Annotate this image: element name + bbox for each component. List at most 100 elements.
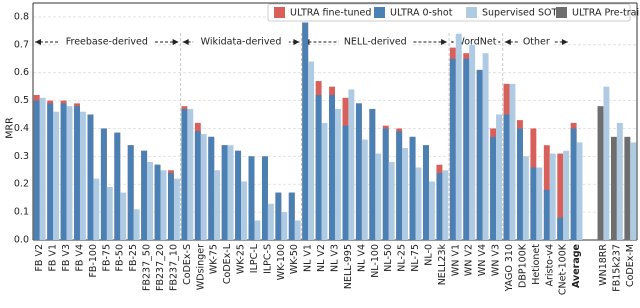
x-tick-label: FB V3 (61, 244, 72, 272)
y-tick-label: 0.2 (14, 179, 29, 190)
legend-label: ULTRA Pre-training (572, 8, 640, 19)
bar (415, 167, 422, 240)
bar (557, 153, 564, 240)
y-tick-label: 0.0 (14, 235, 29, 246)
x-tick-label: NL-75 (410, 244, 421, 272)
x-tick-label: FB V1 (48, 244, 59, 272)
y-tick-label: 0.6 (14, 67, 29, 78)
group-label-bg (59, 35, 155, 49)
bar (154, 164, 161, 240)
x-tick-label: NELL-995 (343, 244, 354, 289)
bar (133, 209, 140, 240)
legend-label: Supervised SOTA (482, 8, 564, 19)
bar (127, 145, 134, 240)
x-tick-label: CoDEx-M (625, 244, 636, 287)
x-tick-label: Average (571, 244, 582, 288)
group-label-bg (519, 35, 554, 49)
bar (187, 108, 194, 240)
x-tick-label: NL V2 (316, 244, 327, 272)
bar (227, 145, 234, 240)
x-tick-label: FB V2 (34, 244, 45, 272)
x-tick-label: WN18RR (598, 244, 609, 286)
legend-swatch (374, 7, 385, 18)
x-tick-label: NL V3 (330, 244, 341, 272)
bar (315, 95, 322, 240)
bar (396, 131, 403, 240)
bar (570, 128, 577, 240)
group-label: Other (523, 37, 550, 48)
bar (141, 150, 148, 240)
bar (549, 153, 556, 240)
bar (603, 86, 610, 240)
bar (53, 111, 60, 240)
bar (503, 114, 510, 240)
bar (449, 58, 456, 240)
bar (147, 161, 153, 240)
group-label: Freebase-derived (66, 37, 148, 48)
bar (74, 106, 80, 240)
bar (563, 150, 570, 240)
bar (66, 106, 73, 240)
x-tick-label: FB-25 (128, 244, 139, 272)
group-label: Wikidata-derived (201, 37, 282, 48)
x-tick-label: NELL23k (437, 244, 448, 286)
bar (173, 178, 180, 240)
x-tick-label: FB237_50 (142, 244, 153, 291)
y-tick-label: 0.8 (14, 11, 29, 22)
bar (60, 103, 67, 241)
y-tick-label: 0.4 (14, 123, 29, 134)
x-tick-label: WK-100 (276, 244, 287, 280)
bar (557, 217, 564, 240)
x-tick-label: WN V4 (477, 244, 488, 276)
x-tick-label: NL-25 (397, 244, 408, 272)
bar (200, 134, 207, 240)
bar (423, 145, 429, 240)
bar (321, 122, 328, 240)
bar (509, 83, 516, 240)
bar (402, 147, 409, 240)
bar (39, 97, 46, 240)
x-tick-label: ILPC-S (262, 244, 273, 274)
bar (382, 128, 389, 240)
bar (214, 170, 221, 240)
bar (428, 181, 435, 240)
x-tick-label: CNet-100K (558, 243, 569, 295)
x-tick-label: WK-75 (209, 244, 220, 274)
legend-swatch (274, 7, 285, 18)
x-tick-label: WDsinger (195, 244, 206, 290)
bar (597, 106, 604, 240)
bar (208, 136, 215, 240)
bar (93, 178, 100, 240)
group-label-bg (338, 35, 412, 49)
y-tick-label: 0.3 (14, 151, 29, 162)
bar (355, 103, 362, 241)
bar (248, 156, 255, 240)
legend-label: ULTRA fine-tuned (290, 8, 371, 19)
bar (482, 53, 489, 241)
x-tick-label: FB-50 (115, 244, 126, 272)
x-tick-label: NL V4 (356, 244, 367, 272)
bar (294, 220, 301, 240)
bar (369, 108, 376, 240)
bar (329, 95, 335, 240)
bar (235, 150, 242, 240)
bar (87, 114, 94, 240)
x-tick-label: WN V2 (464, 244, 475, 276)
legend-swatch (556, 7, 567, 18)
x-tick-label: FB-100 (88, 244, 99, 278)
x-tick-label: WK-25 (236, 244, 247, 274)
x-tick-label: WN V1 (450, 244, 461, 276)
x-tick-label: ILPC-L (249, 243, 260, 273)
x-tick-label: WK-50 (289, 244, 300, 274)
bar (469, 44, 476, 240)
bar (536, 167, 543, 240)
x-tick-label: NL V1 (303, 244, 314, 272)
y-tick-label: 0.1 (14, 207, 29, 218)
bar (442, 170, 449, 240)
legend-swatch (466, 7, 477, 18)
bar (610, 136, 617, 240)
x-tick-label: CoDEx-L (222, 243, 233, 284)
bar (375, 153, 382, 240)
bar (436, 173, 443, 240)
